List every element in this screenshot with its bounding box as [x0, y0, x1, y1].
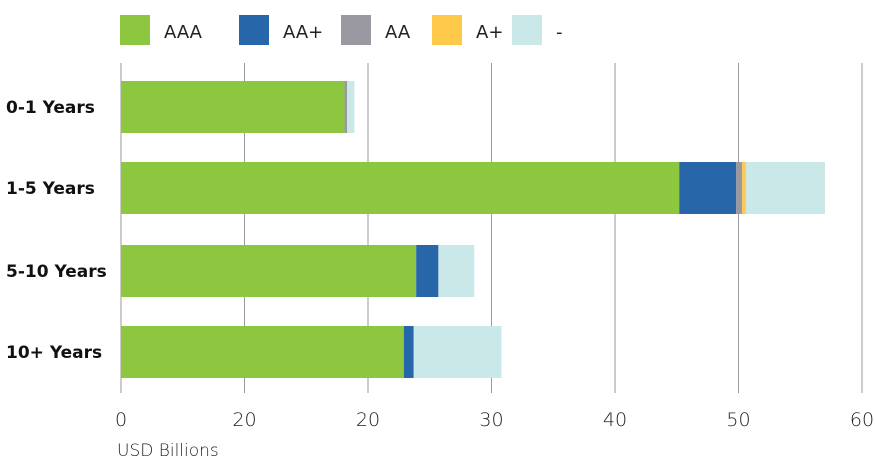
category-label-0: 0-1 Years — [6, 98, 95, 118]
bar-1-3 — [742, 162, 746, 214]
bar-1-0 — [121, 162, 680, 214]
legend-label-1: AA+ — [283, 22, 323, 43]
x-axis-label: USD Billions — [117, 441, 219, 459]
category-label-1: 1-5 Years — [6, 179, 95, 199]
x-tick-0: 0 — [115, 409, 127, 431]
legend-label-3: A+ — [476, 22, 503, 43]
bar-3-0 — [121, 326, 404, 378]
legend-swatch-3 — [432, 15, 462, 45]
bar-2-1 — [416, 245, 439, 297]
bar-3-1 — [403, 326, 414, 378]
legend-label-0: AAA — [164, 22, 203, 43]
bar-2-4 — [438, 245, 475, 297]
bar-1-2 — [736, 162, 743, 214]
bar-2-0 — [121, 245, 417, 297]
x-tick-2: 20 — [356, 409, 380, 431]
legend-swatch-4 — [512, 15, 542, 45]
category-label-3: 10+ Years — [6, 343, 102, 363]
x-tick-6: 60 — [850, 409, 874, 431]
x-tick-labels: 0 20 20 30 40 50 60 — [115, 409, 874, 431]
legend-swatch-2 — [341, 15, 371, 45]
x-tick-5: 50 — [726, 409, 750, 431]
x-tick-3: 30 — [479, 409, 503, 431]
legend-swatch-0 — [120, 15, 150, 45]
legend-label-2: AA — [385, 22, 411, 43]
bar-0-4 — [347, 81, 355, 133]
legend-label-4: - — [556, 22, 563, 43]
legend-swatch-1 — [239, 15, 269, 45]
x-tick-1: 20 — [232, 409, 256, 431]
bar-1-4 — [745, 162, 825, 214]
legend: AAA AA+ AA A+ - — [120, 15, 563, 45]
bar-1-1 — [679, 162, 737, 214]
category-labels: 0-1 Years 1-5 Years 5-10 Years 10+ Years — [6, 98, 107, 363]
bar-3-4 — [413, 326, 502, 378]
x-tick-4: 40 — [603, 409, 627, 431]
bar-0-2 — [344, 81, 348, 133]
category-label-2: 5-10 Years — [6, 262, 107, 282]
bars — [121, 81, 825, 378]
bar-0-0 — [121, 81, 345, 133]
